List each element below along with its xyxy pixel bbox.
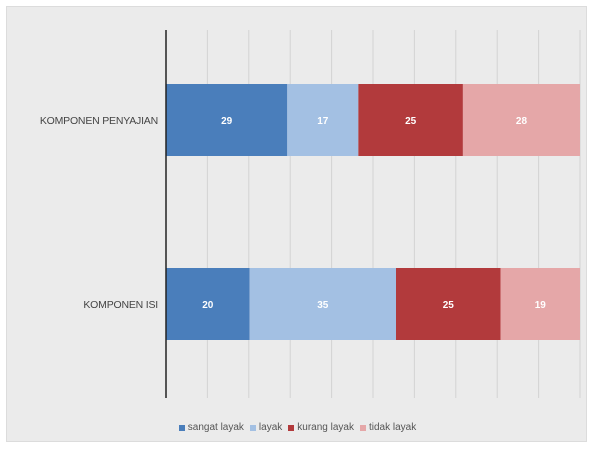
legend-item: tidak layak — [359, 422, 417, 433]
category-label: KOMPONEN PENYAJIAN — [40, 115, 158, 127]
data-label: 35 — [317, 300, 329, 311]
bar-segment — [358, 84, 463, 156]
bar-segment — [462, 84, 580, 156]
data-label: 25 — [443, 300, 455, 311]
legend-swatch — [249, 424, 256, 431]
bar-segment — [249, 268, 396, 340]
data-label: 25 — [405, 116, 417, 127]
bar-segment — [166, 84, 288, 156]
legend-label: sangat layak — [187, 422, 244, 433]
legend-swatch — [178, 424, 185, 431]
legend-label: kurang layak — [297, 422, 354, 433]
legend-label: layak — [258, 422, 283, 433]
bar-segment — [287, 84, 359, 156]
category-label: KOMPONEN ISI — [83, 299, 158, 311]
data-label: 29 — [221, 116, 233, 127]
data-label: 28 — [516, 116, 528, 127]
legend-item: sangat layak — [178, 422, 244, 433]
legend-swatch — [288, 424, 295, 431]
legend-item: layak — [249, 422, 283, 433]
data-label: 19 — [535, 300, 547, 311]
chart-legend: sangat layak layak kurang layak tidak layak — [0, 422, 595, 433]
bar-segment — [500, 268, 580, 340]
data-label: 17 — [317, 116, 329, 127]
chart-frame — [6, 6, 587, 442]
bar-segment — [396, 268, 501, 340]
legend-label: tidak layak — [368, 422, 417, 433]
legend-swatch — [359, 424, 366, 431]
data-label: 20 — [202, 300, 214, 311]
legend-item: kurang layak — [288, 422, 354, 433]
bar-segment — [166, 268, 250, 340]
